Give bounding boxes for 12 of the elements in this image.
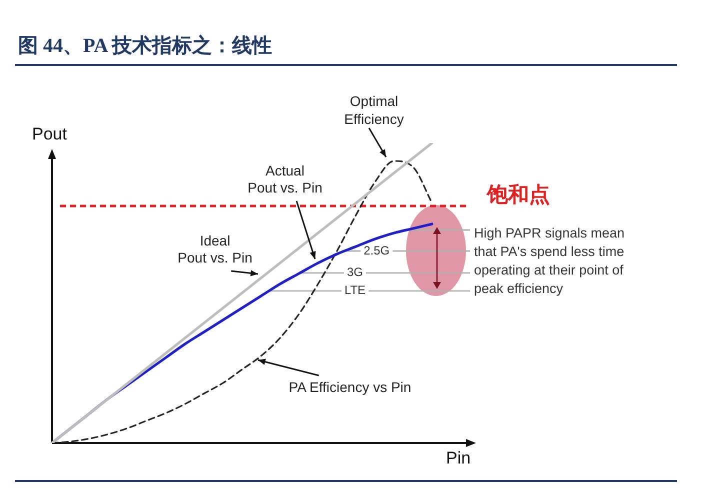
x-axis-title: Pin <box>446 448 471 468</box>
text: PA Efficiency vs Pin <box>288 378 412 395</box>
series-label: Ideal Pout vs. Pin <box>178 232 252 266</box>
y-axis-title: Pout <box>32 124 68 144</box>
text: High PAPR signals mean that PA's spend less time operating at their point of peak efficiency <box>474 226 625 296</box>
ref-line-label: 2.5G <box>364 243 390 258</box>
chart-title: 图 44、PA 技术指标之：线性 <box>18 34 272 59</box>
ref-line-label: 饱和点 <box>486 182 550 206</box>
text: Actual Pout vs. Pin <box>248 162 322 196</box>
ref-line-label: 3G <box>346 265 364 280</box>
ref-line-label: LTE <box>344 283 366 298</box>
text: Optimal Efficiency <box>344 92 404 127</box>
